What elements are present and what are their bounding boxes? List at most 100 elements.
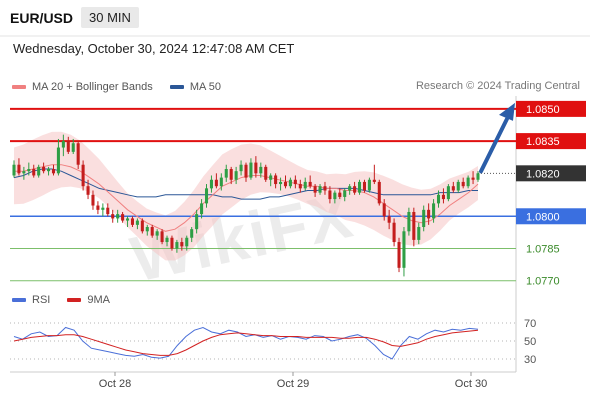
candle-body <box>303 181 307 189</box>
candle-body <box>175 242 179 249</box>
candle <box>111 209 115 223</box>
candle-body <box>121 214 125 221</box>
candle <box>101 203 105 217</box>
candle <box>140 218 144 234</box>
level-badge-1.0800 <box>516 208 586 225</box>
candle-body <box>32 169 36 176</box>
candle <box>343 188 347 202</box>
candle-body <box>293 179 297 185</box>
candle <box>155 229 159 240</box>
candle <box>308 175 312 189</box>
candle <box>392 218 396 247</box>
candle-body <box>318 186 322 193</box>
candle <box>283 175 288 189</box>
candle <box>397 237 401 273</box>
candle <box>126 216 130 228</box>
candle-body <box>436 194 441 204</box>
ma50-line <box>13 168 478 200</box>
candle <box>244 162 248 182</box>
level-label-1.0770: 1.0770 <box>526 276 560 288</box>
candle <box>436 190 441 208</box>
candle <box>318 184 322 195</box>
candle-body <box>353 186 357 193</box>
candle <box>298 179 302 193</box>
candle <box>22 166 26 180</box>
candle <box>66 136 70 154</box>
timeframe-badge[interactable]: 30 MIN <box>81 7 139 28</box>
candle <box>269 173 273 187</box>
candle <box>333 190 337 204</box>
candle <box>249 158 253 180</box>
candle <box>466 175 470 189</box>
candle-body <box>135 220 139 225</box>
bollinger-band-area <box>14 131 478 261</box>
candle-body <box>155 231 159 236</box>
candle-body <box>417 227 421 240</box>
candle-body <box>71 143 75 152</box>
candle-body <box>328 190 332 200</box>
candle-body <box>441 194 445 200</box>
candle <box>254 156 258 178</box>
candle-body <box>190 229 194 238</box>
candle <box>323 181 327 195</box>
candle <box>328 186 332 204</box>
candle-body <box>224 169 228 178</box>
candle-body <box>372 179 376 182</box>
candle <box>288 177 292 189</box>
candle <box>12 160 16 178</box>
candle-body <box>279 181 283 185</box>
candle <box>387 209 391 230</box>
candle-body <box>180 242 184 247</box>
candle <box>367 177 371 193</box>
candle <box>96 201 100 215</box>
level-badge-1.0835 <box>516 133 586 150</box>
legend-9ma: 9MA <box>67 294 110 306</box>
candle-body <box>116 214 120 219</box>
candle <box>432 199 436 223</box>
candle-body <box>66 141 70 152</box>
candle-body <box>407 211 411 232</box>
candle <box>303 177 307 191</box>
candle-body <box>51 169 56 174</box>
candle-body <box>17 164 21 174</box>
candle <box>239 160 243 176</box>
legend-ma50: MA 50 <box>169 81 221 93</box>
candle <box>224 164 228 182</box>
candle <box>27 162 31 176</box>
rsi-series-rsi <box>13 326 479 360</box>
candle <box>313 184 317 197</box>
candle-body <box>274 175 278 185</box>
candle <box>106 203 110 217</box>
candle <box>382 199 386 221</box>
candle-body <box>476 173 480 180</box>
candle-body <box>96 205 100 210</box>
candle-body <box>382 203 386 217</box>
candle-body <box>288 179 292 187</box>
candle-body <box>259 166 263 174</box>
candle <box>402 227 406 277</box>
symbol-label[interactable]: EUR/USD <box>10 10 74 26</box>
candle <box>160 229 164 245</box>
candle-body <box>427 209 431 219</box>
candle <box>476 171 480 182</box>
ma50-swatch <box>169 85 184 89</box>
candle <box>461 177 465 189</box>
candle <box>362 179 366 193</box>
candle <box>412 207 416 247</box>
candle-body <box>392 222 396 243</box>
level-label-1.0820: 1.0820 <box>526 168 560 180</box>
candle <box>86 179 90 200</box>
candle-body <box>101 207 105 210</box>
candle-body <box>343 190 347 197</box>
candle-body <box>323 186 327 191</box>
legend-rsi: RSI <box>12 294 50 306</box>
candle <box>353 181 357 195</box>
candle-body <box>170 237 174 249</box>
ma9-swatch <box>67 298 82 302</box>
chart-header: EUR/USD 30 MIN <box>0 0 590 38</box>
candle <box>204 184 209 208</box>
candle-body <box>402 231 406 268</box>
projection-arrow-shaft <box>479 116 509 174</box>
price-legend: MA 20 + Bollinger Bands MA 50 <box>12 80 235 93</box>
